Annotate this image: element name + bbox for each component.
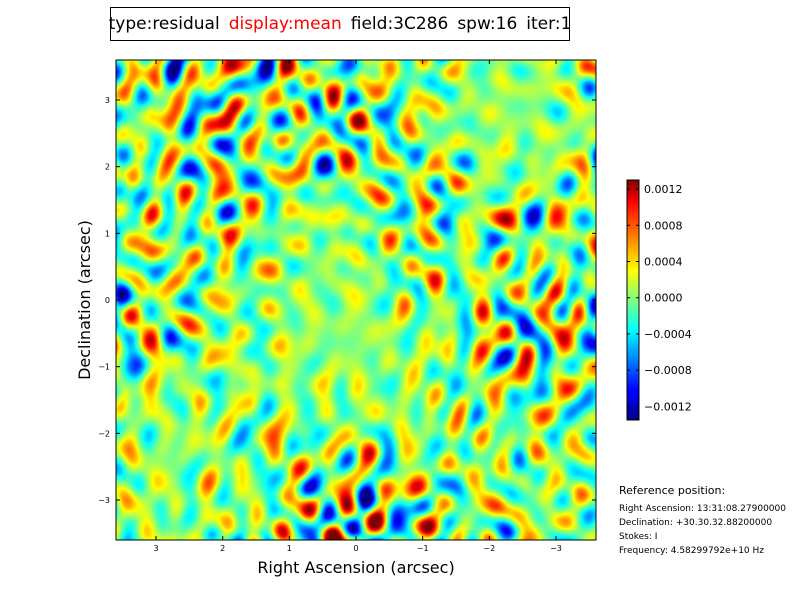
colorbar-tick-label: 0.0008 [644,219,683,232]
x-tick-label: 1 [287,544,292,553]
x-axis: 3 2 1 0 −1 −2 −3 [153,60,562,553]
y-tick-label: −2 [98,429,110,438]
x-tick-label: −3 [550,544,562,553]
colorbar [626,179,640,421]
x-tick-label: 3 [153,544,158,553]
colorbar-tick-label: 0.0000 [644,292,683,305]
title-field: field:3C286 [350,14,449,34]
title-iter: iter:1 [526,14,572,34]
colorbar-tick-label: −0.0004 [644,328,692,341]
title-type: type:residual [108,14,220,34]
residual-heatmap [116,60,596,540]
y-tick-label: −1 [98,363,110,372]
colorbar-tick-label: −0.0012 [644,400,692,413]
colorbar-axis: 0.0012 0.0008 0.0004 0.0000 −0.0004 −0.0008 −0… [627,183,692,413]
y-tick-label: 0 [105,296,110,305]
residual-heatmap-container [116,60,596,540]
colorbar-tick-label: 0.0004 [644,256,683,269]
reference-frequency: Frequency: 4.58299792e+10 Hz [619,546,765,556]
x-tick-label: 2 [220,544,225,553]
title-display: display:mean [228,14,342,34]
plot-title: type:residual display:mean field:3C286 s… [108,7,572,41]
reference-ra: Right Ascension: 13:31:08.27900000 [619,504,786,514]
colorbar-tick-label: −0.0008 [644,364,692,377]
y-tick-label: 3 [105,96,110,105]
x-tick-label: 0 [353,544,358,553]
y-tick-label: −3 [98,496,110,505]
reference-stokes: Stokes: I [619,532,658,542]
reference-position-info: Reference position: Right Ascension: 13:… [619,484,786,558]
reference-dec: Declination: +30.30.32.88200000 [619,518,773,528]
reference-heading: Reference position: [619,484,726,497]
title-spw: spw:16 [457,14,518,34]
x-axis-label: Right Ascension (arcsec) [257,558,454,577]
y-tick-label: 2 [105,163,110,172]
y-axis: 3 2 1 0 −1 −2 −3 [98,96,596,505]
x-tick-label: −2 [483,544,495,553]
colorbar-tick-label: 0.0012 [644,183,683,196]
y-tick-label: 1 [105,229,110,238]
y-axis-label: Declination (arcsec) [75,220,94,380]
x-tick-label: −1 [417,544,429,553]
